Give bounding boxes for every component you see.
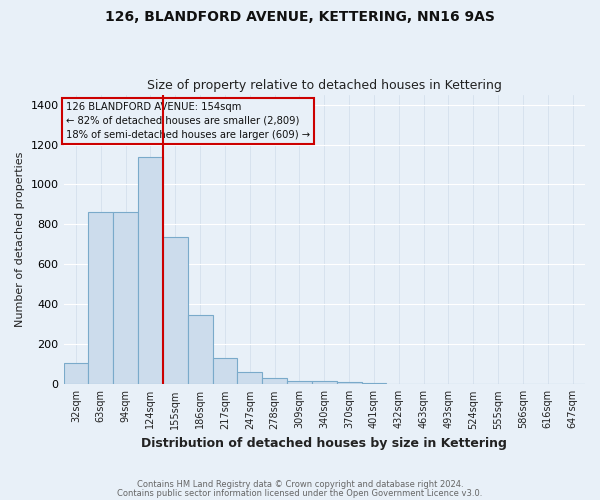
Text: Contains public sector information licensed under the Open Government Licence v3: Contains public sector information licen… — [118, 488, 482, 498]
Bar — [138, 156, 163, 384]
Text: 126, BLANDFORD AVENUE, KETTERING, NN16 9AS: 126, BLANDFORD AVENUE, KETTERING, NN16 9… — [105, 10, 495, 24]
Bar — [312, 382, 337, 384]
Bar — [238, 372, 262, 384]
Bar — [64, 364, 88, 384]
Bar — [262, 378, 287, 384]
Text: Contains HM Land Registry data © Crown copyright and database right 2024.: Contains HM Land Registry data © Crown c… — [137, 480, 463, 489]
Bar — [337, 382, 362, 384]
X-axis label: Distribution of detached houses by size in Kettering: Distribution of detached houses by size … — [142, 437, 507, 450]
Bar — [287, 382, 312, 384]
Bar — [163, 238, 188, 384]
Bar — [88, 212, 113, 384]
Text: 126 BLANDFORD AVENUE: 154sqm
← 82% of detached houses are smaller (2,809)
18% of: 126 BLANDFORD AVENUE: 154sqm ← 82% of de… — [66, 102, 310, 140]
Title: Size of property relative to detached houses in Kettering: Size of property relative to detached ho… — [147, 79, 502, 92]
Bar — [188, 316, 212, 384]
Bar — [113, 212, 138, 384]
Bar — [212, 358, 238, 384]
Y-axis label: Number of detached properties: Number of detached properties — [15, 152, 25, 327]
